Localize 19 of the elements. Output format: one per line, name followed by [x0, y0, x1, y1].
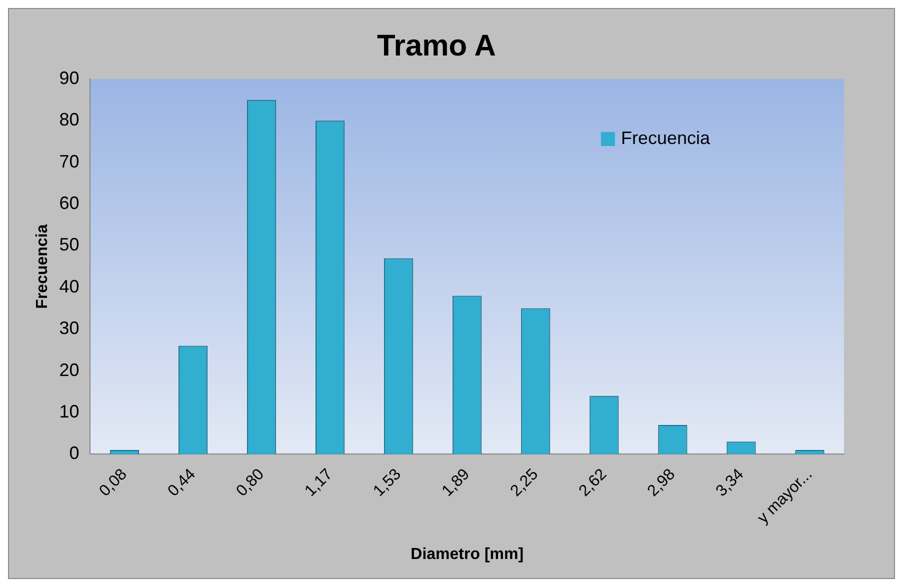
y-tick-label: 30	[59, 318, 80, 338]
x-tick-label: 1,53	[370, 466, 405, 500]
x-axis-title: Diametro [mm]	[410, 546, 524, 563]
y-tick-label: 20	[59, 360, 80, 380]
x-tick-label: 0,44	[164, 466, 200, 500]
y-tick-label: 0	[69, 443, 80, 464]
y-tick-label: 10	[59, 401, 80, 422]
y-tick-label: 90	[59, 68, 80, 88]
x-tick-label: 3,34	[713, 466, 748, 500]
y-tick-label: 80	[59, 110, 80, 130]
legend-label: Frecuencia	[620, 128, 711, 148]
y-tick-label: 50	[59, 234, 80, 255]
chart-title: Tramo A	[377, 29, 496, 62]
y-axis-title: Frecuencia	[34, 224, 52, 309]
x-tick-label: 0,80	[233, 466, 268, 500]
x-tick-label: 0,08	[96, 466, 130, 500]
y-tick-label: 70	[59, 151, 80, 172]
y-tick-label: 40	[59, 276, 80, 296]
y-tick-label: 60	[59, 193, 80, 214]
